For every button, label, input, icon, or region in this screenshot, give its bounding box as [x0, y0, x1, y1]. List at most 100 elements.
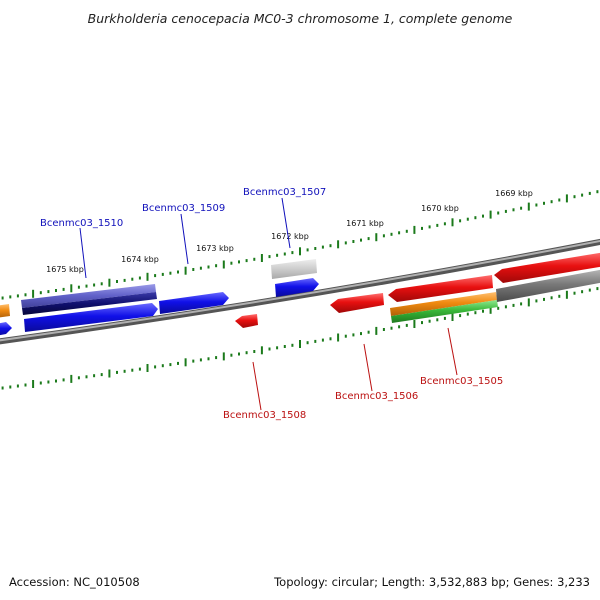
lower-scale-minor-tick: [520, 302, 523, 306]
gene-green-band[interactable]: [391, 300, 498, 323]
upper-scale-major-tick: [184, 266, 187, 275]
upper-scale-minor-tick: [39, 291, 42, 295]
lower-scale-minor-tick: [215, 356, 218, 360]
lower-scale-minor-tick: [405, 323, 408, 327]
topology-summary: Topology: circular; Length: 3,532,883 bp…: [273, 575, 590, 589]
upper-scale-minor-tick: [199, 266, 202, 270]
upper-scale-minor-tick: [390, 232, 393, 236]
forward-strand-features: [0, 259, 319, 336]
lower-scale-minor-tick: [1, 386, 4, 390]
upper-scale-minor-tick: [283, 252, 286, 256]
lower-scale-major-tick: [32, 380, 35, 388]
gene-navy-band[interactable]: [22, 292, 157, 315]
upper-scale-major-tick: [413, 225, 416, 234]
lower-scale-minor-tick: [100, 373, 103, 377]
upper-scale-minor-tick: [398, 231, 401, 235]
upper-scale-minor-tick: [421, 226, 423, 230]
lower-scale-major-tick: [70, 374, 73, 383]
upper-scale-major-tick: [565, 194, 568, 203]
upper-scale-minor-tick: [215, 264, 218, 268]
lower-scale-major-tick: [375, 326, 378, 335]
upper-scale-minor-tick: [520, 206, 523, 210]
lower-scale-major-tick: [108, 369, 111, 378]
lower-scale-minor-tick: [329, 337, 332, 341]
lower-scale-major-tick: [184, 358, 187, 367]
lower-scale-minor-tick: [291, 343, 294, 347]
upper-scale-minor-tick: [131, 277, 134, 281]
gene-label-bcenmc03-1507[interactable]: Bcenmc03_1507: [243, 187, 326, 198]
scale-label-1671kbp: 1671 kbp: [346, 219, 384, 228]
accession-text: Accession: NC_010508: [9, 575, 140, 589]
gene-label-bcenmc03-1506[interactable]: Bcenmc03_1506: [335, 391, 418, 402]
lower-scale-minor-tick: [596, 287, 599, 291]
upper-scale-minor-tick: [504, 209, 507, 213]
gene-red-arrow-bcenmc03-1506[interactable]: [330, 293, 384, 313]
lower-scale-minor-tick: [192, 359, 195, 363]
upper-scale-minor-tick: [207, 265, 210, 269]
lower-scale-minor-tick: [230, 353, 233, 357]
lower-scale-minor-tick: [9, 385, 12, 389]
gene-orange-band-bcenmc03-1505[interactable]: [390, 292, 497, 316]
gene-slate-band[interactable]: [21, 284, 156, 308]
upper-scale-minor-tick: [16, 294, 19, 298]
upper-scale-minor-tick: [77, 285, 80, 289]
upper-scale-major-tick: [222, 260, 225, 269]
gene-orange-edge[interactable]: [0, 304, 10, 318]
upper-scale-minor-tick: [169, 271, 172, 275]
gene-blue-arrow-bcenmc03-1507[interactable]: [275, 278, 319, 297]
lower-scale-minor-tick: [535, 299, 538, 303]
upper-scale-major-tick: [451, 218, 454, 227]
upper-scale-minor-tick: [474, 216, 477, 220]
lower-scale-minor-tick: [283, 345, 286, 348]
gene-blue-arrow-bcenmc03-1510[interactable]: [24, 303, 158, 332]
upper-scale-minor-tick: [596, 190, 599, 194]
lower-scale-minor-tick: [360, 332, 362, 336]
lower-scale-minor-tick: [474, 311, 477, 315]
gene-lightgray-block[interactable]: [271, 259, 317, 279]
lower-scale-major-tick: [146, 364, 149, 372]
gene-red-arrow-bcenmc03-1508[interactable]: [235, 314, 258, 328]
lower-scale-minor-tick: [39, 381, 42, 385]
upper-scale-minor-tick: [116, 280, 118, 283]
lower-scale-minor-tick: [421, 321, 423, 325]
upper-scale-minor-tick: [47, 290, 50, 294]
lower-scale-minor-tick: [154, 365, 157, 369]
scale-label-1669kbp: 1669 kbp: [495, 189, 533, 198]
lower-scale-major-tick: [222, 352, 225, 361]
upper-scale-minor-tick: [24, 293, 27, 297]
upper-scale-minor-tick: [192, 268, 195, 271]
lower-scale-minor-tick: [177, 361, 179, 365]
lower-scale-minor-tick: [497, 306, 500, 310]
gene-red-arrow-edge[interactable]: [494, 252, 600, 283]
upper-scale-minor-tick: [344, 241, 347, 245]
lower-scale-minor-tick: [62, 378, 65, 382]
lower-scale-major-tick: [260, 346, 263, 355]
gene-blue-arrow-bcenmc03-1509[interactable]: [159, 292, 229, 314]
upper-scale-minor-tick: [497, 211, 500, 215]
upper-scale-minor-tick: [367, 237, 370, 241]
upper-scale-minor-tick: [443, 222, 446, 226]
gene-label-bcenmc03-1509[interactable]: Bcenmc03_1509: [142, 203, 225, 214]
lower-scale-minor-tick: [93, 374, 96, 378]
gene-red-arrow-large[interactable]: [388, 275, 493, 302]
lower-scale-minor-tick: [138, 367, 141, 371]
upper-scale-minor-tick: [306, 248, 309, 252]
lower-scale-minor-tick: [268, 347, 271, 351]
upper-scale-major-tick: [108, 278, 111, 287]
upper-scale-minor-tick: [512, 208, 515, 212]
lower-scale-minor-tick: [85, 375, 88, 379]
gene-gray-band[interactable]: [496, 269, 600, 302]
upper-scale-minor-tick: [405, 229, 408, 233]
gene-label-bcenmc03-1508[interactable]: Bcenmc03_1508: [223, 410, 306, 421]
lower-scale-major-tick: [413, 320, 416, 328]
lower-scale-minor-tick: [16, 384, 19, 388]
lower-scale-minor-tick: [428, 319, 431, 323]
upper-scale-major-tick: [299, 247, 301, 256]
lower-scale-minor-tick: [550, 296, 553, 300]
lower-scale-major-tick: [299, 340, 301, 348]
gene-label-bcenmc03-1505[interactable]: Bcenmc03_1505: [420, 376, 503, 387]
gene-label-bcenmc03-1510[interactable]: Bcenmc03_1510: [40, 218, 123, 229]
leader-bcenmc03-1505: [447, 327, 458, 376]
gene-blue-edge[interactable]: [0, 322, 12, 336]
